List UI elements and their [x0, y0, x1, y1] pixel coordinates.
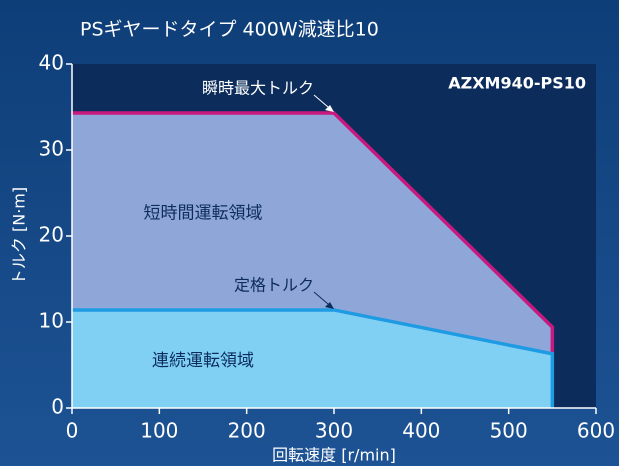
y-tick-label: 20 — [39, 223, 64, 247]
x-tick-label: 400 — [402, 419, 440, 443]
region-label: 短時間運転領域 — [144, 203, 263, 223]
x-tick-label: 200 — [228, 419, 266, 443]
chart-title: PSギヤードタイプ 400W減速比10 — [80, 19, 379, 41]
y-tick-label: 0 — [51, 395, 64, 419]
y-axis-label: トルク [N·m] — [10, 187, 29, 285]
series-label: 瞬時最大トルク — [202, 79, 314, 98]
y-tick-label: 10 — [39, 309, 64, 333]
region-label: 連続運転領域 — [152, 351, 254, 371]
leader-arrow — [325, 301, 334, 309]
torque-line — [72, 111, 555, 354]
x-tick-label: 300 — [315, 419, 353, 443]
x-tick-label: 500 — [490, 419, 528, 443]
x-tick-label: 100 — [140, 419, 178, 443]
x-tick-label: 600 — [577, 419, 615, 443]
model-label: AZXM940-PS10 — [448, 74, 586, 93]
y-tick-label: 40 — [39, 51, 64, 75]
y-tick-label: 30 — [39, 137, 64, 161]
torque-line — [72, 308, 555, 408]
leader-arrow — [325, 105, 334, 113]
x-axis-label: 回転速度 [r/min] — [272, 446, 396, 465]
leader-line — [313, 94, 329, 108]
x-tick-label: 0 — [66, 419, 79, 443]
region-area — [72, 309, 553, 408]
series-label: 定格トルク — [234, 275, 314, 294]
leader-line — [313, 291, 329, 305]
